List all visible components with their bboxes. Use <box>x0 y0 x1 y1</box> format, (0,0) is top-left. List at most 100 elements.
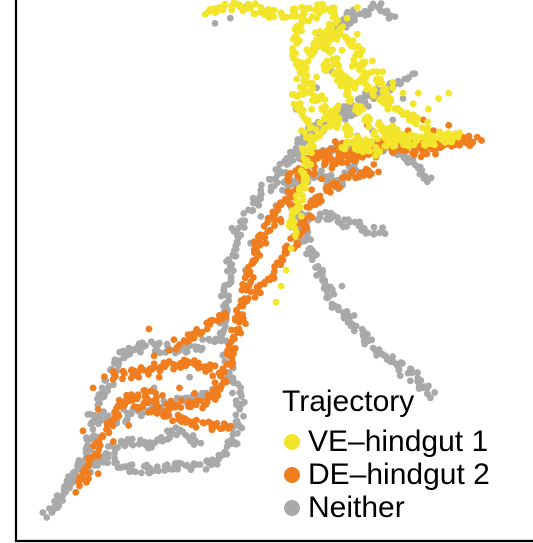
data-point <box>335 63 343 70</box>
data-point <box>192 461 200 468</box>
data-point <box>391 142 399 150</box>
data-point <box>49 507 56 515</box>
data-point <box>192 346 200 353</box>
data-point <box>51 497 58 505</box>
data-point <box>308 256 316 264</box>
data-point <box>277 218 285 226</box>
data-point <box>365 70 373 77</box>
data-point <box>336 25 344 33</box>
data-point <box>315 96 323 104</box>
data-point <box>94 406 102 413</box>
data-point <box>237 4 244 11</box>
data-point <box>241 224 248 231</box>
data-point <box>79 475 87 483</box>
data-point <box>445 121 453 129</box>
data-point <box>328 164 336 172</box>
data-point <box>257 4 265 11</box>
legend-title: Trajectory <box>282 385 415 418</box>
data-point <box>270 6 278 14</box>
data-point <box>232 411 240 419</box>
data-point <box>150 352 158 360</box>
data-point <box>257 190 265 198</box>
data-point <box>291 5 299 13</box>
data-point <box>294 172 301 180</box>
data-point <box>252 243 259 251</box>
data-point <box>178 397 185 404</box>
data-point <box>381 230 389 238</box>
data-point <box>316 192 324 200</box>
data-point <box>83 442 91 450</box>
data-point <box>333 124 341 131</box>
data-point <box>431 389 439 396</box>
data-point <box>311 169 319 177</box>
data-point <box>125 422 133 429</box>
data-point <box>221 0 229 8</box>
data-point <box>364 147 371 155</box>
data-point <box>194 359 202 367</box>
data-point <box>170 336 178 343</box>
data-point <box>340 312 348 320</box>
data-point <box>97 415 105 423</box>
data-point <box>100 408 107 416</box>
data-point <box>315 43 322 50</box>
data-point <box>365 11 372 18</box>
data-point <box>399 89 407 97</box>
data-point <box>228 357 236 365</box>
data-point <box>185 417 193 425</box>
data-point <box>351 16 359 24</box>
legend-label: DE–hindgut 2 <box>308 458 490 491</box>
data-point <box>169 430 177 438</box>
data-point <box>123 416 130 424</box>
data-point <box>95 438 103 446</box>
data-point <box>309 79 316 87</box>
data-point <box>331 138 339 145</box>
data-point <box>328 304 336 311</box>
data-point <box>126 436 134 444</box>
data-point <box>286 169 294 177</box>
data-point <box>306 4 313 12</box>
legend: Trajectory VE–hindgut 1 DE–hindgut 2 Nei… <box>282 385 490 524</box>
data-point <box>225 297 233 304</box>
data-point <box>154 406 162 414</box>
plot-marks <box>39 0 485 521</box>
data-point <box>251 293 259 301</box>
data-point <box>153 394 160 402</box>
data-point <box>313 36 321 43</box>
data-point <box>293 239 301 247</box>
data-point <box>254 249 261 256</box>
data-point <box>137 469 145 477</box>
data-point <box>75 464 82 472</box>
data-point <box>213 461 221 468</box>
data-point <box>255 201 263 209</box>
data-point <box>103 426 110 433</box>
data-point <box>231 344 239 352</box>
data-point <box>316 210 324 218</box>
data-point <box>155 467 162 475</box>
data-point <box>277 9 285 17</box>
data-point <box>365 123 373 131</box>
data-point <box>107 420 115 428</box>
data-point <box>425 105 432 113</box>
data-point <box>98 384 106 392</box>
data-point <box>431 141 438 149</box>
data-point <box>370 161 378 168</box>
data-point <box>191 389 199 397</box>
data-point <box>242 320 249 327</box>
data-point <box>211 379 219 386</box>
data-point <box>346 317 353 325</box>
data-point <box>251 10 259 17</box>
data-point <box>237 231 245 239</box>
data-point <box>204 391 212 399</box>
data-point <box>289 223 297 231</box>
data-point <box>149 440 156 448</box>
data-point <box>283 249 290 257</box>
data-point <box>296 184 303 192</box>
data-point <box>217 337 225 345</box>
data-point <box>248 2 255 10</box>
data-point <box>414 369 421 376</box>
data-point <box>95 446 103 454</box>
data-point <box>378 79 386 87</box>
data-point <box>308 105 315 113</box>
data-point <box>453 132 460 139</box>
